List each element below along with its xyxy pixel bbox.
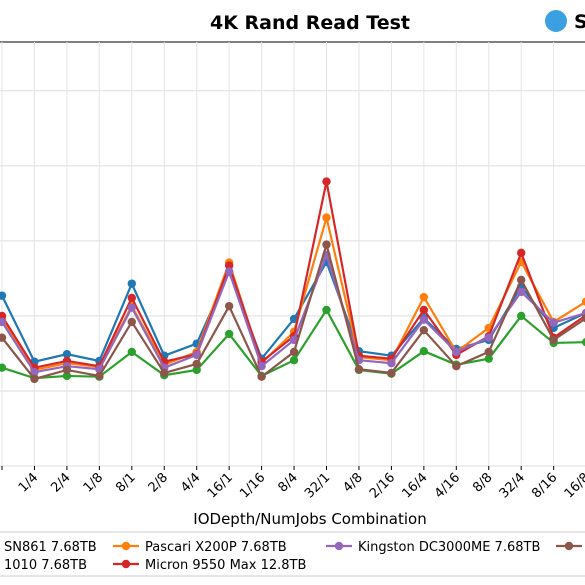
data-point xyxy=(257,361,266,371)
data-point xyxy=(517,287,526,297)
data-point xyxy=(581,314,585,323)
legend-label: Micron 9550 Max 12.8TB xyxy=(145,558,306,573)
data-point xyxy=(224,261,234,270)
legend-marker xyxy=(334,541,344,551)
data-point xyxy=(30,367,39,377)
data-point xyxy=(517,311,526,321)
data-point xyxy=(0,333,7,342)
x-tick-label: 8/8 xyxy=(470,470,495,495)
data-point xyxy=(127,279,136,288)
x-tick-label: 16/1 xyxy=(205,470,236,501)
x-tick-label: 32/1 xyxy=(302,470,333,501)
data-point xyxy=(322,305,331,315)
x-tick-label: 2/8 xyxy=(146,470,171,495)
logo-text: S xyxy=(574,11,585,33)
data-point xyxy=(0,363,7,372)
x-tick-label: 4/16 xyxy=(432,470,463,501)
plot-area xyxy=(0,41,585,467)
data-point xyxy=(127,293,136,303)
chart-title: 4K Rand Read Test xyxy=(210,12,410,34)
data-point xyxy=(387,358,396,368)
x-tick-label: 8/16 xyxy=(529,470,560,501)
data-point xyxy=(95,371,104,381)
data-point xyxy=(30,374,39,384)
data-point xyxy=(289,355,299,365)
data-point xyxy=(354,364,364,374)
legend-marker xyxy=(121,559,131,569)
data-point xyxy=(322,177,331,186)
data-point xyxy=(0,317,7,327)
data-point xyxy=(127,317,136,327)
data-point xyxy=(127,347,136,357)
data-point xyxy=(224,301,234,311)
logo xyxy=(545,10,567,32)
data-point xyxy=(387,368,396,378)
data-point xyxy=(484,354,493,363)
legend-marker xyxy=(121,541,131,551)
legend-marker xyxy=(564,541,574,551)
legend-label: SN861 7.68TB xyxy=(4,540,97,555)
data-point xyxy=(419,305,429,315)
data-point xyxy=(452,361,461,371)
x-tick-label: 8/4 xyxy=(275,470,300,495)
data-point xyxy=(484,333,493,342)
legend xyxy=(0,531,585,577)
data-point xyxy=(289,347,299,357)
x-tick-label: 16/4 xyxy=(399,470,430,501)
data-point xyxy=(484,347,493,357)
x-tick-label: 2/4 xyxy=(48,470,73,495)
data-point xyxy=(517,275,526,285)
legend-label: 1010 7.68TB xyxy=(4,558,87,573)
data-point xyxy=(192,350,201,360)
data-point xyxy=(160,368,169,378)
data-point xyxy=(127,303,136,312)
x-axis-label: IODepth/NumJobs Combination xyxy=(193,510,426,528)
data-point xyxy=(192,365,201,375)
x-tick-label: 1/16 xyxy=(237,470,268,501)
x-tick-label: 4/8 xyxy=(340,470,365,495)
data-point xyxy=(517,248,526,258)
data-point xyxy=(62,365,72,375)
data-point xyxy=(192,359,201,369)
data-point xyxy=(224,267,234,276)
x-tick-label: 16/8 xyxy=(562,470,585,501)
legend-label: Pascari X200P 7.68TB xyxy=(145,540,287,555)
data-point xyxy=(419,325,429,335)
data-point xyxy=(257,372,266,381)
x-tick-label: 8/1 xyxy=(113,470,138,495)
data-point xyxy=(549,318,558,327)
x-tick-label: 4/4 xyxy=(178,470,203,495)
data-point xyxy=(549,335,558,345)
x-tick-label: 1/8 xyxy=(81,470,106,495)
data-point xyxy=(0,291,7,300)
data-point xyxy=(322,240,331,249)
x-tick-label: 1/4 xyxy=(16,470,41,495)
data-point xyxy=(452,347,461,357)
data-point xyxy=(62,349,72,359)
data-point xyxy=(581,297,585,306)
legend-label: Kingston DC3000ME 7.68TB xyxy=(358,540,540,555)
data-point xyxy=(419,346,429,356)
data-point xyxy=(419,315,429,324)
data-point xyxy=(224,329,234,339)
x-tick-label: 2/16 xyxy=(367,470,398,501)
x-tick-label: 32/4 xyxy=(497,470,528,501)
data-point xyxy=(581,338,585,347)
data-point xyxy=(322,213,331,222)
data-point xyxy=(419,292,429,302)
data-point xyxy=(62,371,72,381)
